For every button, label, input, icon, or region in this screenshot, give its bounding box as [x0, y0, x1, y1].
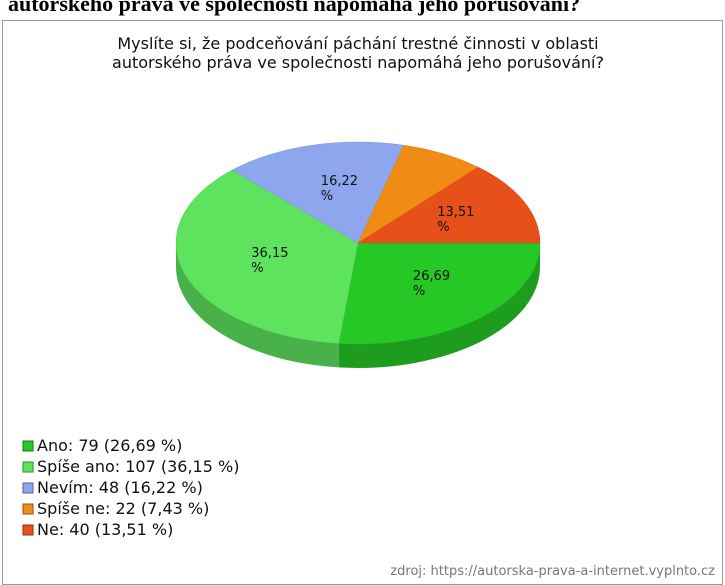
legend-label: Ano: 79 (26,69 %) [37, 436, 182, 455]
page-header: autorského práva ve společnosti napomáhá… [8, 0, 581, 16]
slice [231, 141, 405, 244]
legend-label: Nevím: 48 (16,22 %) [37, 478, 203, 497]
legend-swatch [22, 440, 34, 452]
legend-label: Ne: 40 (13,51 %) [37, 520, 173, 539]
slice [357, 166, 541, 244]
legend-label: Spíše ano: 107 (36,15 %) [37, 457, 239, 476]
slice [175, 169, 359, 344]
chart-frame: Myslíte si, že podceňování páchání trest… [2, 20, 723, 585]
slice [338, 242, 541, 345]
source: zdroj: https://autorska-prava-a-internet… [390, 564, 715, 579]
chart-title: autorského práva ve společnosti napomáhá… [112, 53, 604, 72]
legend-swatch [22, 482, 34, 494]
value-label: 26,69 % [412, 269, 451, 300]
chart: Myslíte si, že podceňování páchání trest… [22, 34, 715, 579]
legend-swatch [22, 503, 34, 515]
legend-label: Spíše ne: 22 (7,43 %) [37, 499, 209, 518]
slice-side [338, 243, 540, 368]
value-label: 36,15 % [251, 245, 289, 276]
chart-title: Myslíte si, že podceňování páchání trest… [117, 34, 598, 53]
legend-swatch [22, 524, 34, 536]
value-label: 16,22 % [320, 174, 359, 205]
legend-swatch [22, 461, 34, 473]
slice-side [176, 243, 339, 368]
value-label: 13,51 % [437, 205, 475, 236]
